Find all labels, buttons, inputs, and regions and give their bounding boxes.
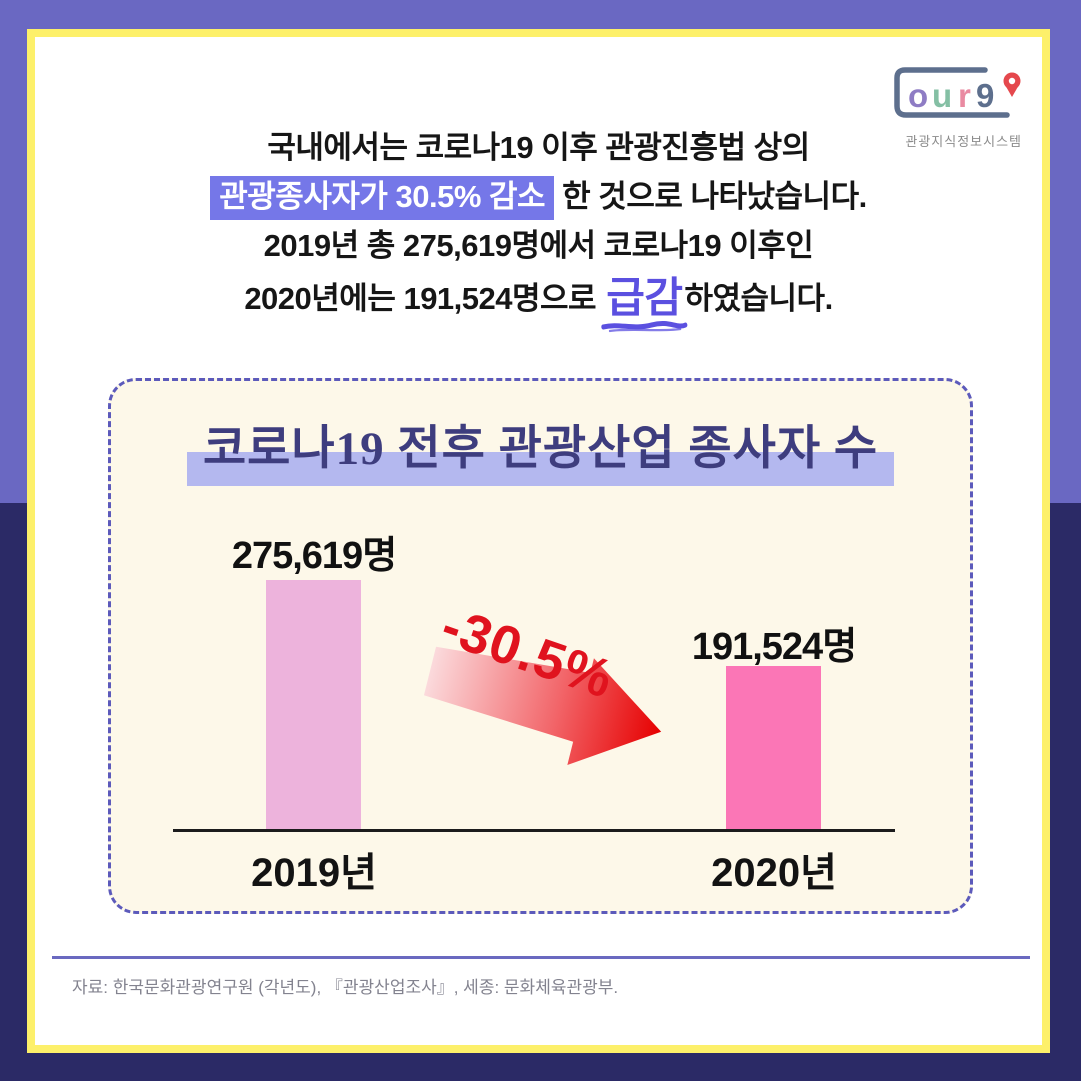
chart-title-wrap: 코로나19 전후 관광산업 종사자 수 bbox=[111, 409, 970, 486]
logo-letter-o: o bbox=[908, 77, 928, 114]
logo-letter-u: u bbox=[932, 77, 952, 114]
logo-letter-9: 9 bbox=[976, 77, 994, 114]
intro-line-2-rest: 한 것으로 나타났습니다. bbox=[554, 179, 867, 214]
intro-line-4: 2020년에는 191,524명으로 급감 하였습니다. bbox=[35, 270, 1042, 333]
decline-arrow-group: -30.5% bbox=[404, 579, 740, 793]
emphasis-word: 급감 bbox=[601, 273, 688, 333]
chart-panel: 코로나19 전후 관광산업 종사자 수 275,619명 191,524명 20… bbox=[108, 378, 973, 914]
highlighted-stat: 관광종사자가 30.5% 감소 bbox=[210, 176, 555, 220]
intro-line-3: 2019년 총 275,619명에서 코로나19 이후인 bbox=[263, 228, 814, 263]
bar-2019 bbox=[266, 580, 361, 829]
logo-swoosh bbox=[894, 67, 1010, 118]
category-label-2019: 2019년 bbox=[251, 851, 377, 895]
bar-chart: 275,619명 191,524명 2019년 2020년 bbox=[111, 381, 970, 911]
x-axis-baseline bbox=[173, 829, 895, 832]
arrow-shape bbox=[423, 646, 662, 766]
category-label-2020: 2020년 bbox=[711, 851, 837, 895]
intro-line-4-post: 하였습니다. bbox=[684, 281, 833, 316]
intro-line-2: 관광종사자가 30.5% 감소 한 것으로 나타났습니다. bbox=[35, 172, 1042, 221]
emphasis-word-text: 급감 bbox=[606, 274, 683, 321]
source-citation: 자료: 한국문화관광연구원 (각년도), 『관광산업조사』, 세종: 문화체육관… bbox=[72, 978, 619, 997]
brush-underline bbox=[601, 320, 688, 333]
value-label-2019: 275,619명 bbox=[231, 535, 397, 577]
tourgo-logo-mark: o u r 9 bbox=[894, 67, 1021, 118]
intro-line-4-pre: 2020년에는 191,524명으로 bbox=[244, 281, 605, 316]
intro-line-1: 국내에서는 코로나19 이후 관광진흥법 상의 bbox=[267, 130, 810, 165]
decline-arrow: -30.5% bbox=[423, 596, 662, 766]
value-label-2020: 191,524명 bbox=[691, 626, 857, 668]
logo-subtitle: 관광지식정보시스템 bbox=[905, 134, 1022, 149]
chart-title: 코로나19 전후 관광산업 종사자 수 bbox=[186, 409, 895, 486]
footer-divider bbox=[52, 956, 1030, 959]
location-pin-icon bbox=[1003, 72, 1021, 97]
logo-letter-r: r bbox=[958, 77, 971, 114]
tourgo-logo: o u r 9 관광지식정보시스템 bbox=[888, 61, 1022, 150]
intro-text: 국내에서는 코로나19 이후 관광진흥법 상의 관광종사자가 30.5% 감소 … bbox=[35, 123, 1042, 333]
infographic-card: o u r 9 관광지식정보시스템 국내에서는 코로나19 이후 관광진흥법 상… bbox=[27, 29, 1050, 1053]
bar-2020 bbox=[726, 666, 821, 829]
